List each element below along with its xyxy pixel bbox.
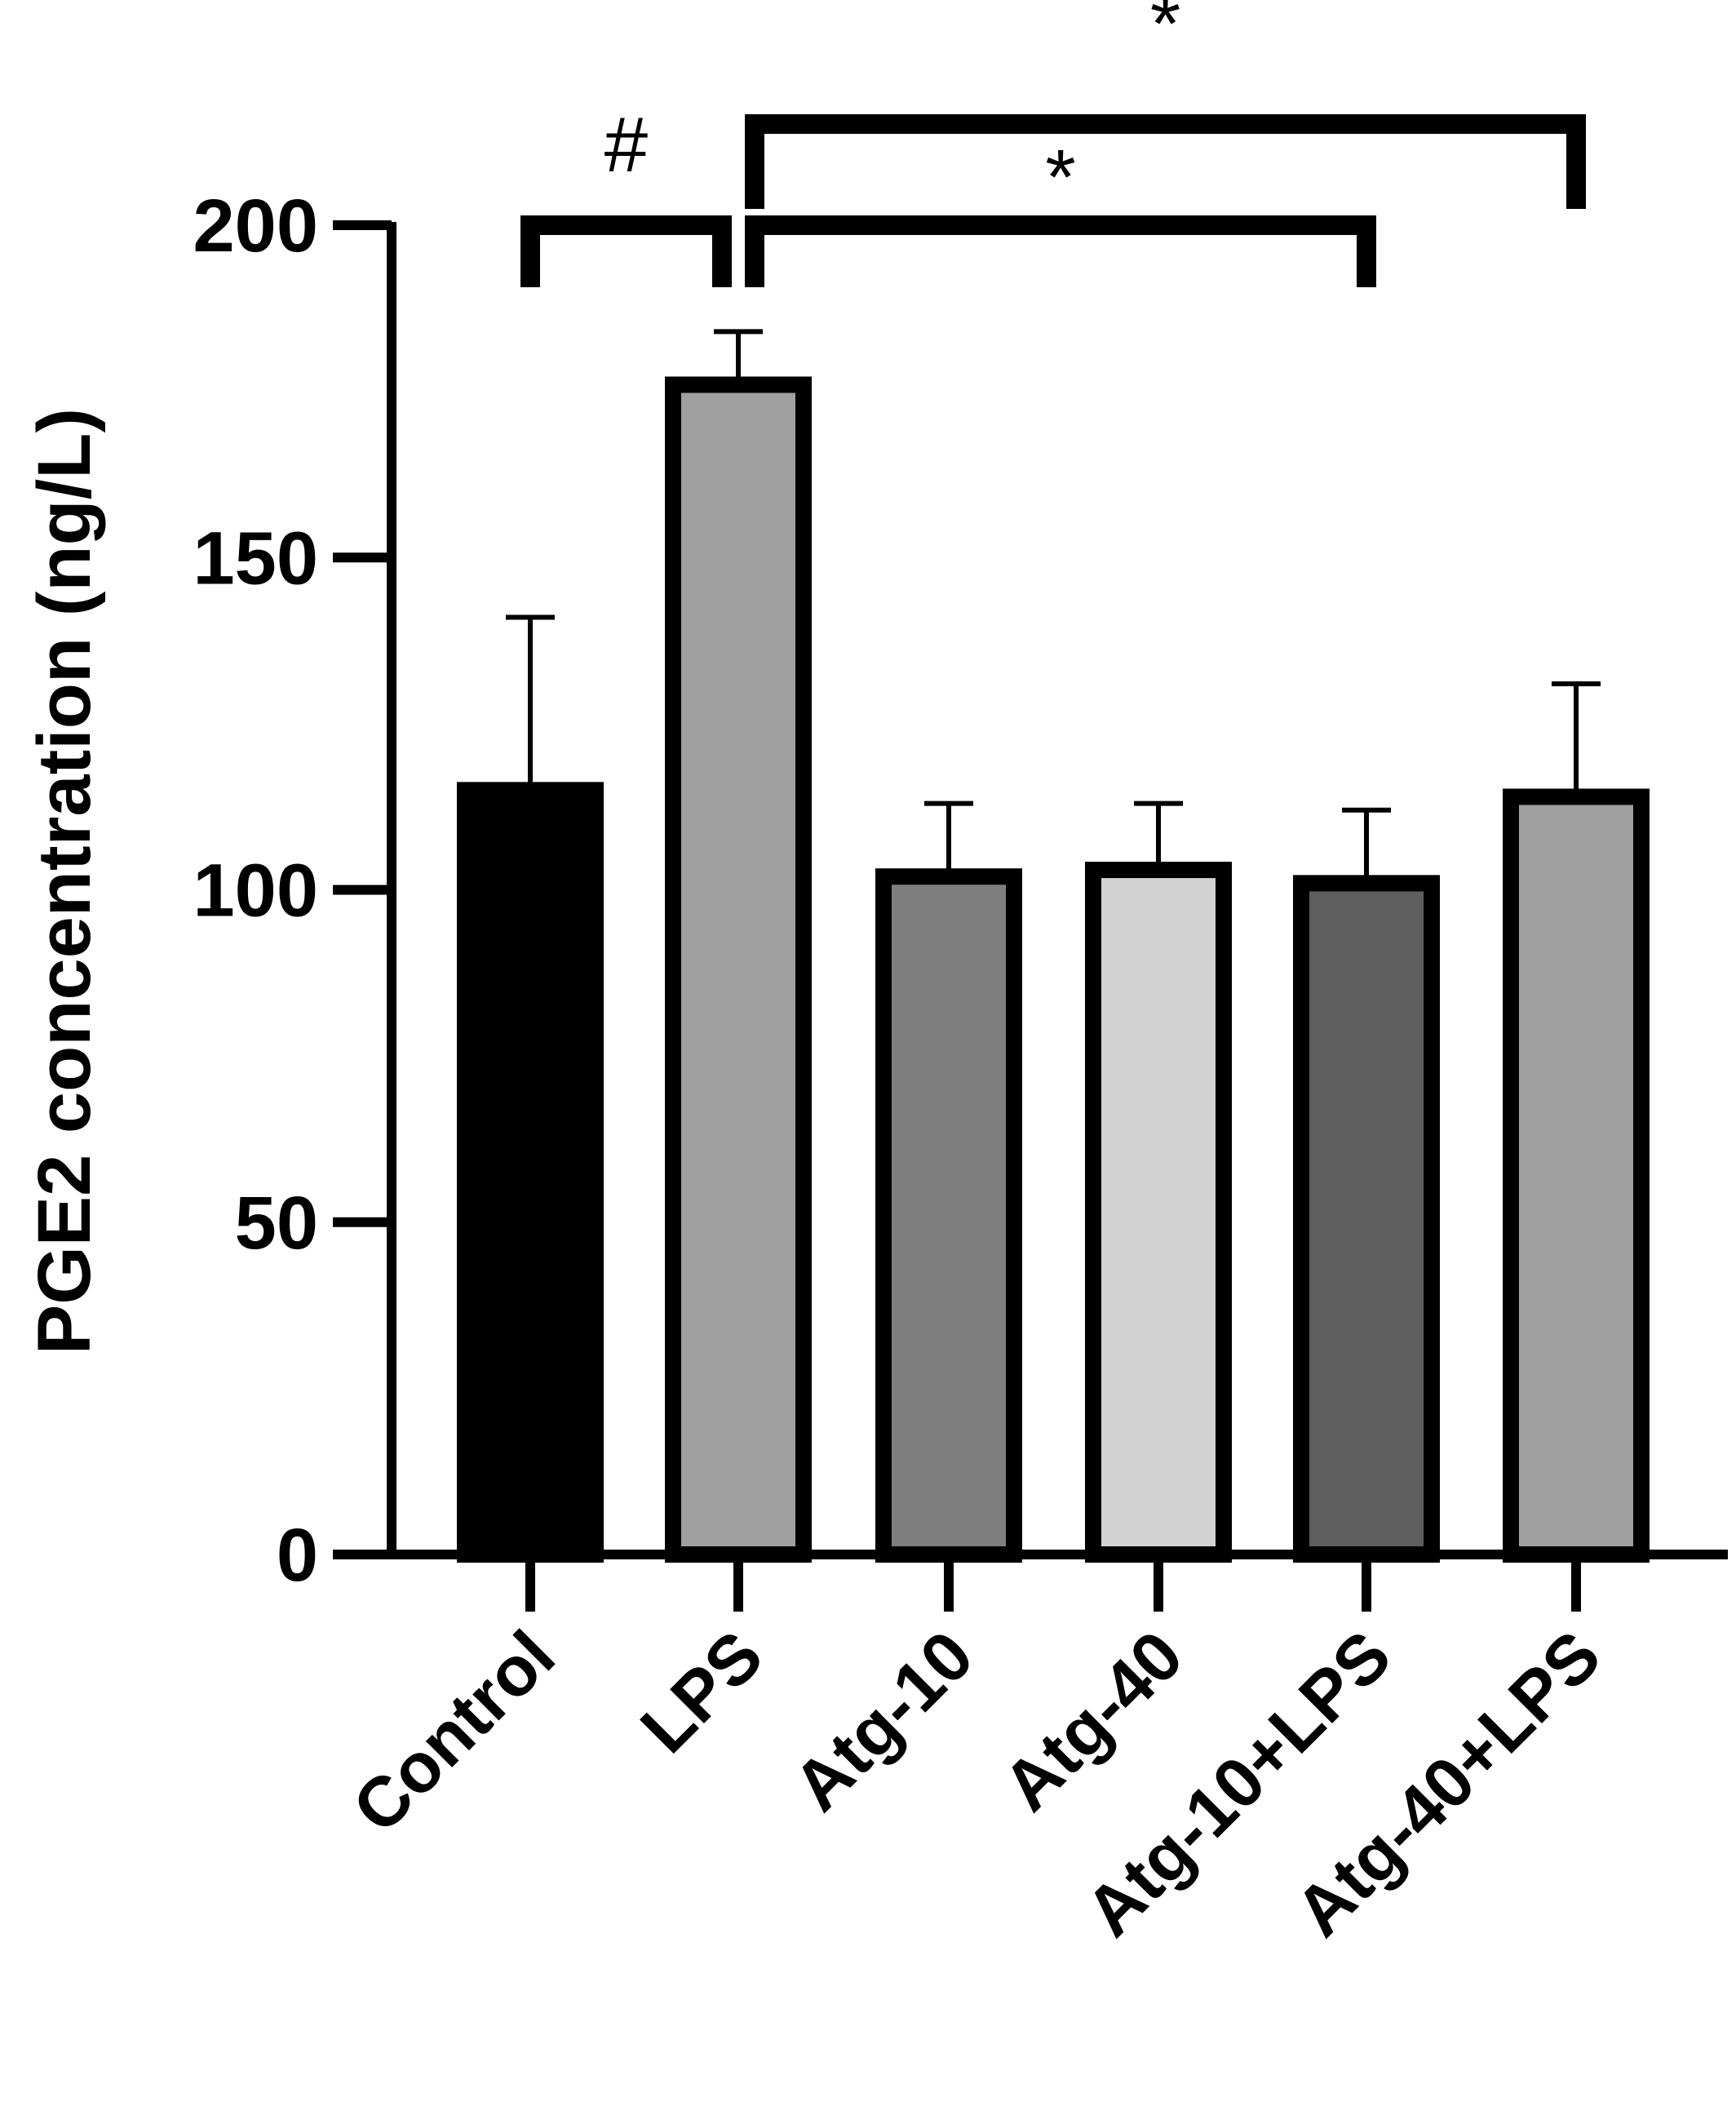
y-tick-label: 50: [235, 1182, 318, 1265]
x-tick-label: Atg-40: [988, 1617, 1198, 1826]
significance-label: *: [1045, 134, 1075, 221]
error-bar: [1134, 800, 1183, 871]
bar-atg-10: [875, 868, 1022, 1563]
y-axis-label: PGE2 concentration (ng/L): [23, 408, 106, 1355]
bars-group: [457, 376, 1650, 1563]
y-tick-label: 100: [193, 849, 319, 933]
significance-label: #: [604, 101, 648, 188]
x-tick-label: Atg-10: [778, 1617, 988, 1826]
significance-bracket: [745, 215, 1376, 287]
bar-atg-40: [1085, 862, 1232, 1563]
error-bar: [1342, 807, 1391, 884]
bar-lps: [665, 376, 812, 1563]
error-bar: [714, 329, 763, 385]
y-tick-label: 200: [193, 184, 319, 268]
bar-atg-40-lps: [1503, 788, 1650, 1563]
significance-label: *: [1150, 0, 1180, 68]
axes-group: [333, 220, 1728, 1612]
significance-bracket: [520, 215, 732, 287]
significance-bracket: [745, 114, 1586, 209]
error-bar: [924, 800, 973, 877]
x-tick-label: LPS: [626, 1617, 777, 1768]
y-tick-label: 0: [277, 1514, 318, 1597]
error-bars-group: [506, 329, 1601, 884]
bar-atg-10-lps: [1293, 875, 1440, 1563]
error-bar: [506, 614, 555, 791]
significance-group: # * *: [520, 0, 1586, 287]
error-bar: [1552, 681, 1601, 797]
bar-control: [457, 782, 604, 1563]
x-tick-label: Control: [338, 1617, 569, 1848]
y-tick-label: 150: [193, 517, 319, 600]
